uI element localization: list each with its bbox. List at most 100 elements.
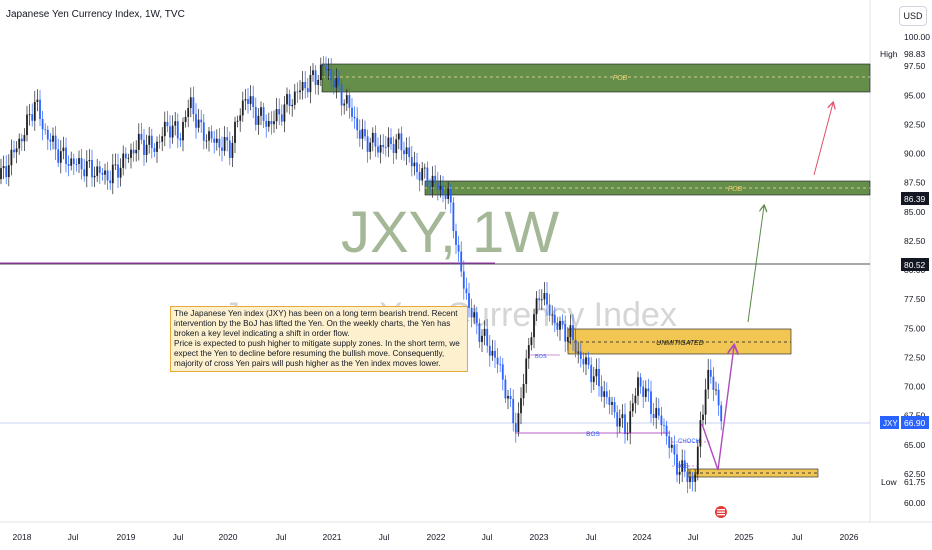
candle-body xyxy=(104,170,106,175)
bos-marker-2: BOS xyxy=(528,354,560,360)
time-axis[interactable]: 2018 Jul 2019 Jul 2020 Jul 2021 Jul 2022 Jul 2023 J… xyxy=(13,532,859,542)
low-label: Low 61.75 xyxy=(881,477,926,487)
candle-body xyxy=(202,122,205,141)
candle-body xyxy=(457,244,460,252)
candle-body xyxy=(473,312,476,318)
candle-body xyxy=(41,118,44,130)
candle-body xyxy=(26,114,28,136)
candle-body xyxy=(221,147,223,151)
price-tick-label: 82.50 xyxy=(904,236,926,246)
time-tick-label: 2018 xyxy=(13,532,32,542)
candle-body xyxy=(447,188,450,200)
candle-body xyxy=(132,149,135,154)
demand-zone[interactable] xyxy=(687,468,819,478)
candle-body xyxy=(699,420,702,447)
candle-body xyxy=(228,140,231,158)
candle-body xyxy=(592,376,595,383)
candle-body xyxy=(169,126,171,138)
key-level-badge: 80.52 xyxy=(901,258,929,271)
candle-body xyxy=(2,166,5,169)
candle-body xyxy=(405,147,408,155)
candle-body xyxy=(166,121,169,127)
candle-body xyxy=(600,386,603,397)
unmitigated-zone[interactable]: UNMITIGATED xyxy=(567,328,792,355)
low-label-value: 61.75 xyxy=(904,477,926,487)
candle-body xyxy=(156,141,158,152)
time-tick-label: Jul xyxy=(586,532,597,542)
candle-body xyxy=(551,314,554,316)
candle-body xyxy=(538,298,541,301)
candle-body xyxy=(150,135,153,149)
fob-label-lower: FOB xyxy=(728,186,743,193)
candle-body xyxy=(278,109,281,115)
purple-projection-arrow[interactable] xyxy=(701,346,734,471)
analysis-note: The Japanese Yen index (JXY) has been on… xyxy=(170,306,468,372)
candle-body xyxy=(130,149,132,158)
candle-body xyxy=(345,95,348,104)
candle-body xyxy=(650,391,652,415)
price-tick-label: 67.50 xyxy=(904,411,926,421)
candle-body xyxy=(322,64,325,67)
candle-body xyxy=(273,121,275,125)
candle-body xyxy=(509,395,512,399)
time-tick-label: 2019 xyxy=(117,532,136,542)
candle-body xyxy=(390,137,392,144)
time-tick-label: 2021 xyxy=(323,532,342,542)
candle-body xyxy=(715,389,717,391)
candle-body xyxy=(252,96,255,108)
candle-body xyxy=(413,162,416,167)
candle-body xyxy=(111,164,114,184)
candle-body xyxy=(629,411,632,434)
candle-body xyxy=(182,121,184,141)
candle-body xyxy=(717,389,720,406)
fob-zone-lower[interactable]: FOB xyxy=(424,180,871,196)
candle-body xyxy=(106,170,109,181)
fob-zone-upper[interactable]: FOB xyxy=(321,63,871,93)
candle-body xyxy=(10,149,13,166)
candle-body xyxy=(13,149,15,153)
candle-body xyxy=(299,90,301,93)
candle-body xyxy=(499,364,502,366)
candle-body xyxy=(140,133,143,140)
candle-body xyxy=(465,288,468,294)
candle-body xyxy=(254,107,257,125)
currency-button[interactable]: USD xyxy=(899,6,927,26)
candle-body xyxy=(304,81,307,89)
candle-body xyxy=(595,369,598,377)
candle-body xyxy=(434,175,437,183)
price-tick-label: 95.00 xyxy=(904,90,926,100)
candle-body xyxy=(364,129,366,137)
event-flag-icon[interactable] xyxy=(715,506,727,518)
candle-body xyxy=(421,168,424,181)
time-tick-label: Jul xyxy=(688,532,699,542)
price-tick-label: 60.00 xyxy=(904,498,926,508)
candle-body xyxy=(483,328,486,336)
candle-body xyxy=(353,116,356,119)
candle-body xyxy=(291,104,294,107)
candle-body xyxy=(52,135,54,142)
candle-body xyxy=(449,188,452,203)
candle-body xyxy=(527,345,530,359)
green-projection-arrow[interactable] xyxy=(747,206,764,323)
candle-body xyxy=(361,129,364,139)
candle-body xyxy=(325,66,327,71)
candle-body xyxy=(582,358,585,365)
candle-body xyxy=(127,157,130,159)
candle-body xyxy=(525,358,528,385)
candle-body xyxy=(218,138,221,148)
candle-body xyxy=(574,339,577,353)
current-price-value: 66.90 xyxy=(904,418,926,428)
candle-body xyxy=(400,133,403,151)
candle-body xyxy=(587,357,590,365)
candle-body xyxy=(15,148,18,153)
time-tick-label: Jul xyxy=(792,532,803,542)
red-projection-arrow[interactable] xyxy=(813,103,833,176)
candle-body xyxy=(488,345,491,356)
candle-body xyxy=(439,186,442,190)
candle-body xyxy=(689,477,691,483)
analysis-note-line2: Price is expected to push higher to miti… xyxy=(174,339,460,368)
candle-body xyxy=(644,388,647,397)
time-tick-label: Jul xyxy=(482,532,493,542)
current-symbol-text: JXY xyxy=(883,419,898,428)
